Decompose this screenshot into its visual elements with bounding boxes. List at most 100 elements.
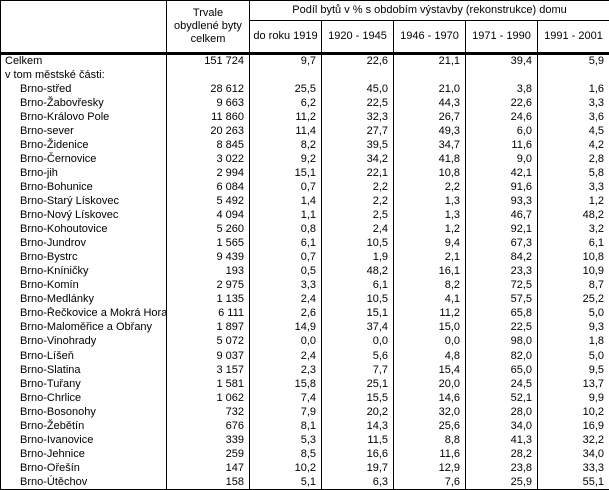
total-dwellings-cell: 8 845	[166, 138, 250, 153]
period-share-cell: 7,4	[249, 391, 322, 406]
period-share-cell: 9,0	[465, 152, 538, 167]
period-share-cell: 84,2	[465, 250, 538, 265]
corner-header-cell	[0, 0, 167, 55]
table-row: Celkem 151 724 9,7 22,6 21,1 39,4 5,9	[0, 53, 609, 69]
period-share-cell: 8,2	[393, 278, 466, 293]
total-dwellings-cell: 28 612	[166, 82, 250, 97]
period-share-cell: 8,7	[536, 278, 609, 293]
period-share-cell: 21,1	[393, 53, 466, 69]
period-share-cell: 11,6	[393, 447, 466, 462]
period-share-cell: 0,8	[249, 222, 322, 237]
table-row: Brno-Ořešín 147 10,2 19,7 12,9 23,8 33,3	[0, 461, 609, 476]
period-share-cell: 4,5	[536, 124, 609, 139]
total-dwellings-cell: 3 157	[166, 363, 250, 378]
period-share-cell	[321, 68, 394, 83]
period-share-cell: 25,1	[321, 377, 394, 392]
table-row: Brno-Nový Lískovec 4 094 1,1 2,5 1,3 46,7 48,2	[0, 208, 609, 223]
table-row: Brno-Kohoutovice 5 260 0,8 2,4 1,2 92,1 3,2	[0, 222, 609, 237]
period-share-cell: 25,6	[393, 419, 466, 434]
period-share-cell: 9,5	[536, 363, 609, 378]
period-share-cell: 49,3	[393, 124, 466, 139]
period-share-cell: 0,0	[393, 334, 466, 349]
period-share-cell: 9,7	[249, 53, 322, 69]
period-share-cell: 42,1	[465, 166, 538, 181]
period-share-cell: 34,0	[465, 419, 538, 434]
district-label: Brno-Komín	[0, 278, 167, 293]
period-share-cell: 9,4	[393, 236, 466, 251]
period-share-cell: 1,3	[393, 194, 466, 209]
period-share-cell: 41,8	[393, 152, 466, 167]
total-dwellings-cell: 1 581	[166, 377, 250, 392]
period-share-cell: 3,2	[536, 222, 609, 237]
period-share-cell: 11,2	[249, 110, 322, 125]
period-share-cell: 5,3	[249, 433, 322, 448]
period-share-cell: 22,6	[465, 96, 538, 111]
total-dwellings-cell: 676	[166, 419, 250, 434]
period-share-cell: 22,5	[321, 96, 394, 111]
total-dwellings-cell: 193	[166, 264, 250, 279]
period-share-cell: 11,5	[321, 433, 394, 448]
period-share-cell: 9,9	[536, 391, 609, 406]
period-share-cell: 1,1	[249, 208, 322, 223]
period-share-cell: 45,0	[321, 82, 394, 97]
period-share-cell	[536, 68, 609, 83]
period-share-cell: 0,5	[249, 264, 322, 279]
period-share-cell: 5,6	[321, 348, 394, 364]
period-share-cell: 23,3	[465, 264, 538, 279]
period-header-1946-1970: 1946 - 1970	[393, 20, 466, 55]
period-header-1991-2001: 1991 - 2001	[536, 20, 609, 55]
period-share-cell: 11,4	[249, 124, 322, 139]
district-label: Brno-Židenice	[0, 138, 167, 153]
period-share-cell: 7,9	[249, 405, 322, 420]
period-share-cell: 22,6	[321, 53, 394, 69]
period-share-cell: 20,2	[321, 405, 394, 420]
period-share-cell: 52,1	[465, 391, 538, 406]
period-share-cell: 65,8	[465, 306, 538, 321]
period-share-cell: 1,8	[536, 334, 609, 349]
total-dwellings-cell: 1 897	[166, 320, 250, 335]
district-label: Brno-Nový Lískovec	[0, 208, 167, 223]
period-share-cell: 11,6	[465, 138, 538, 153]
period-share-cell: 5,8	[536, 166, 609, 181]
period-share-cell: 12,9	[393, 461, 466, 476]
construction-period-group-header: Podíl bytů v % s obdobím výstavby (rekon…	[248, 0, 609, 21]
table-row: Brno-Kníničky 193 0,5 48,2 16,1 23,3 10,9	[0, 264, 609, 279]
total-dwellings-cell: 9 663	[166, 96, 250, 111]
period-share-cell: 10,2	[536, 405, 609, 420]
total-dwellings-cell: 2 975	[166, 278, 250, 293]
period-share-cell: 9,2	[249, 152, 322, 167]
table-row: Brno-jih 2 994 15,1 22,1 10,8 42,1 5,8	[0, 166, 609, 181]
period-share-cell: 15,8	[249, 377, 322, 392]
district-label: Brno-Vinohrady	[0, 334, 167, 349]
period-share-cell: 15,4	[393, 363, 466, 378]
period-share-cell: 0,7	[249, 180, 322, 195]
period-share-cell: 46,7	[465, 208, 538, 223]
district-label: Brno-Kníničky	[0, 264, 167, 279]
period-share-cell: 57,5	[465, 292, 538, 307]
period-share-cell: 10,9	[536, 264, 609, 279]
table-row: Brno-Slatina 3 157 2,3 7,7 15,4 65,0 9,5	[0, 363, 609, 378]
period-share-cell: 0,0	[321, 334, 394, 349]
period-share-cell: 25,2	[536, 292, 609, 307]
period-share-cell: 41,3	[465, 433, 538, 448]
period-share-cell: 8,2	[249, 138, 322, 153]
period-share-cell: 19,7	[321, 461, 394, 476]
period-share-cell: 0,0	[249, 334, 322, 349]
period-share-cell: 2,4	[249, 348, 322, 364]
table-row: Brno-Chrlice 1 062 7,4 15,5 14,6 52,1 9,9	[0, 391, 609, 406]
period-share-cell: 6,0	[465, 124, 538, 139]
period-header-1919: do roku 1919	[249, 20, 322, 55]
period-share-cell: 2,1	[393, 250, 466, 265]
district-label: Brno-Ořešín	[0, 461, 167, 476]
period-share-cell: 1,2	[393, 222, 466, 237]
table-row: Brno-Žebětín 676 8,1 14,3 25,6 34,0 16,9	[0, 419, 609, 434]
period-share-cell: 24,5	[465, 377, 538, 392]
period-share-cell: 6,2	[249, 96, 322, 111]
period-share-cell: 34,2	[321, 152, 394, 167]
period-share-cell: 1,2	[536, 194, 609, 209]
total-dwellings-cell: 1 135	[166, 292, 250, 307]
period-share-cell: 3,3	[249, 278, 322, 293]
district-label: Brno-Tuřany	[0, 377, 167, 392]
district-label: Brno-Chrlice	[0, 391, 167, 406]
period-header-1971-1990: 1971 - 1990	[465, 20, 538, 55]
